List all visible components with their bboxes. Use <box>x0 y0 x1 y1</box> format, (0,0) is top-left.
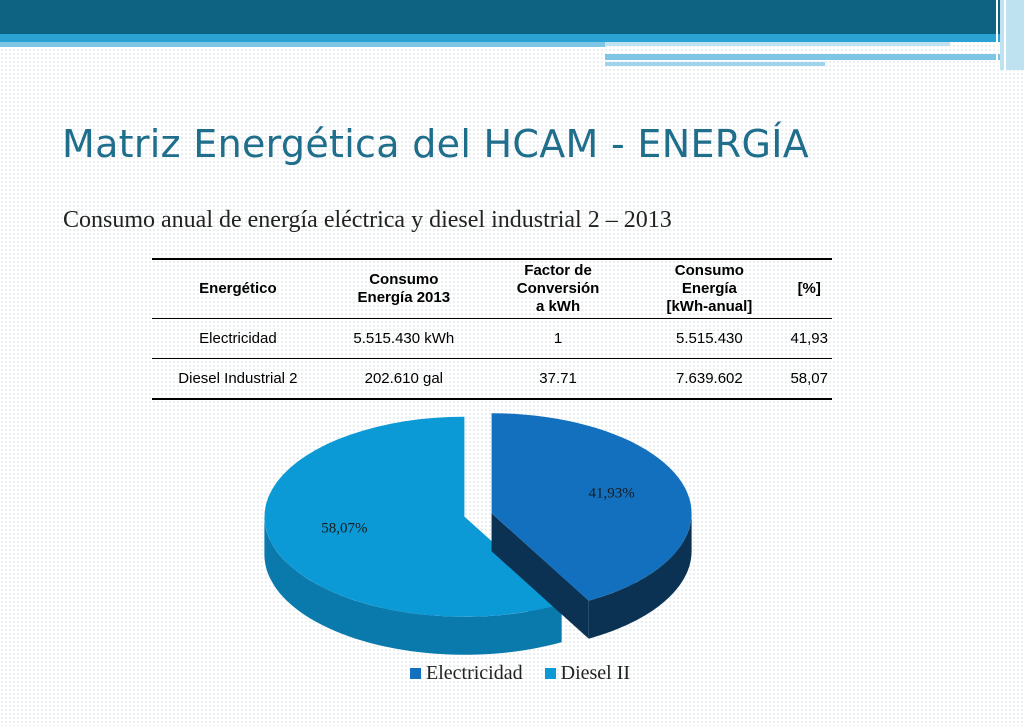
header-band-accent <box>0 34 1000 42</box>
table-header-cell: Consumo Energía 2013 <box>323 258 484 319</box>
table-header-cell: Energético <box>152 258 324 319</box>
table-cell: 58,07 <box>786 358 832 400</box>
table-cell: 7.639.602 <box>632 358 787 400</box>
electricidad-slice-side <box>588 513 692 639</box>
table-cell: 41,93 <box>786 318 832 359</box>
legend-label: Diesel II <box>560 662 631 684</box>
legend-swatch <box>544 668 556 679</box>
header-stripe <box>605 62 825 66</box>
diesel-slice <box>264 416 562 617</box>
diesel-slice-side <box>264 516 562 655</box>
table-header-row: Energético Consumo Energía 2013 Factor d… <box>152 258 832 319</box>
table-row: Diesel Industrial 2 202.610 gal 37.71 7.… <box>152 358 832 400</box>
table-row: Electricidad 5.515.430 kWh 1 5.515.430 4… <box>152 318 832 359</box>
legend-item: Diesel II <box>544 662 631 685</box>
chart-legend: Electricidad Diesel II <box>410 662 652 685</box>
table-cell: Diesel Industrial 2 <box>152 358 324 400</box>
legend-item: Electricidad <box>410 662 523 685</box>
table-cell: 5.515.430 <box>632 318 787 359</box>
diesel-data-label: 58,07% <box>321 520 367 536</box>
table-header-cell: [%] <box>786 258 832 319</box>
electricidad-slice <box>491 413 692 601</box>
slide-subtitle: Consumo anual de energía eléctrica y die… <box>63 207 672 233</box>
slide-title: Matriz Energética del HCAM - ENERGÍA <box>62 122 810 166</box>
header-corner-line <box>996 0 998 70</box>
header-stripe <box>605 54 1000 60</box>
table-cell: 5.515.430 kWh <box>323 318 484 359</box>
header-band <box>0 0 1024 34</box>
electricidad-slice-cut-side <box>491 513 589 639</box>
header-stripe <box>605 42 950 46</box>
table-cell: 37.71 <box>483 358 633 400</box>
table-cell: Electricidad <box>152 318 324 359</box>
electricidad-data-label: 41,93% <box>588 486 634 502</box>
header-stripe <box>0 42 605 47</box>
table-cell: 202.610 gal <box>323 358 484 400</box>
table-cell: 1 <box>483 318 633 359</box>
energy-table: Energético Consumo Energía 2013 Factor d… <box>152 258 832 400</box>
header-corner-line <box>1004 0 1006 70</box>
table-header-cell: Consumo Energía [kWh-anual] <box>632 258 787 319</box>
legend-label: Electricidad <box>426 662 523 684</box>
table-header-cell: Factor de Conversión a kWh <box>483 258 633 319</box>
legend-swatch <box>410 668 421 679</box>
